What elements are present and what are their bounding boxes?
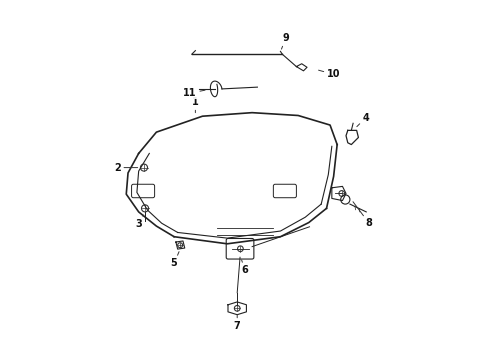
Text: 3: 3 xyxy=(135,215,144,229)
Text: 4: 4 xyxy=(357,113,369,127)
Text: 8: 8 xyxy=(353,202,372,228)
Text: 9: 9 xyxy=(281,33,289,49)
Text: 11: 11 xyxy=(183,88,205,98)
Text: 5: 5 xyxy=(171,252,179,268)
Text: 7: 7 xyxy=(234,315,241,331)
Text: 10: 10 xyxy=(318,69,341,79)
Text: 1: 1 xyxy=(192,97,199,113)
Text: 2: 2 xyxy=(114,163,138,172)
Text: 6: 6 xyxy=(242,260,248,275)
